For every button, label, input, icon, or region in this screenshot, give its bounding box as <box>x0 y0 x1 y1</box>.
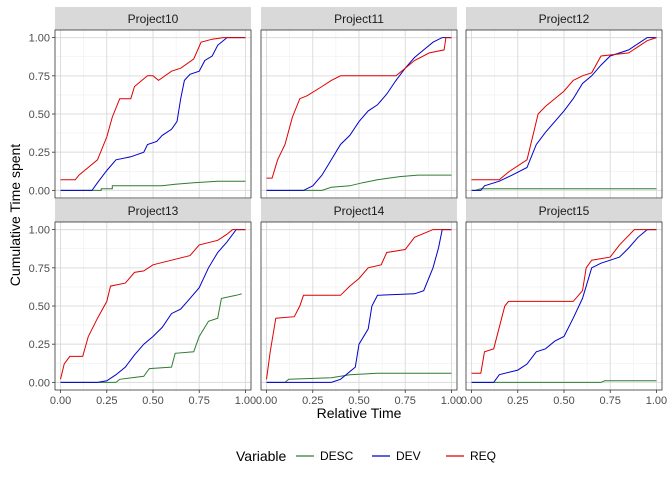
y-tick-label: 0.50 <box>29 301 50 313</box>
legend-label-dev: DEV <box>396 449 421 463</box>
x-tick-label: 0.25 <box>507 395 528 407</box>
panel-border <box>465 29 663 199</box>
series-line-desc <box>266 174 452 191</box>
facet-panel-project14: Project14 0.00 0.25 0.50 0.75 1.00 <box>256 199 462 407</box>
x-tick-label: 0.50 <box>553 395 574 407</box>
y-tick-label: 1.00 <box>29 33 50 45</box>
x-tick-label: 0.50 <box>348 395 369 407</box>
facet-panel-project15: Project15 0.00 0.25 0.50 0.75 1.00 <box>461 199 667 407</box>
series-line-req <box>471 229 657 374</box>
facet-panel-project11: Project11 <box>260 7 458 199</box>
y-tick-label: 0.25 <box>29 147 50 159</box>
series-line-dev <box>60 37 246 191</box>
series-line-dev <box>471 37 657 191</box>
panel-border <box>260 29 458 199</box>
x-tick-label: 0.25 <box>96 395 117 407</box>
x-tick-label: 0.75 <box>395 395 416 407</box>
y-tick-label: 0.75 <box>29 71 50 83</box>
x-tick-label: 0.25 <box>302 395 323 407</box>
facet-panel-project12: Project12 <box>465 7 663 199</box>
y-tick-label: 0.00 <box>29 185 50 197</box>
x-tick-label: 0.50 <box>142 395 163 407</box>
panels-layer: Project10 0.00 0.25 0.50 0.75 1.00 Project11 Pr… <box>29 7 667 407</box>
facet-strip <box>261 199 457 222</box>
x-tick-label: 0.75 <box>600 395 621 407</box>
y-tick-label: 1.00 <box>29 225 50 237</box>
y-tick-label: 0.50 <box>29 109 50 121</box>
series-line-desc <box>471 380 657 383</box>
facet-strip-label: Project15 <box>539 204 590 218</box>
legend: Variable DESC DEV REQ <box>236 448 496 464</box>
series-line-dev <box>60 229 246 383</box>
facet-strip-label: Project11 <box>334 12 384 26</box>
x-tick-label: 0.00 <box>256 395 277 407</box>
x-axis-title: Relative Time <box>317 405 402 421</box>
facet-strip <box>55 7 251 30</box>
facet-strip <box>466 7 662 30</box>
series-line-dev <box>471 229 657 383</box>
facet-strip-label: Project14 <box>334 204 385 218</box>
series-line-req <box>471 37 657 181</box>
x-tick-label: 1.00 <box>235 395 256 407</box>
x-tick-label: 1.00 <box>441 395 462 407</box>
series-line-req <box>266 37 452 179</box>
facet-panel-project10: Project10 0.00 0.25 0.50 0.75 1.00 <box>29 7 252 199</box>
y-tick-label: 0.25 <box>29 339 50 351</box>
facet-strip-label: Project10 <box>128 12 179 26</box>
y-tick-label: 0.00 <box>29 377 50 389</box>
series-line-dev <box>266 229 452 383</box>
series-line-req <box>60 229 246 380</box>
series-line-req <box>266 229 452 380</box>
x-tick-label: 0.00 <box>461 395 482 407</box>
x-tick-label: 1.00 <box>646 395 667 407</box>
facet-strip-label: Project12 <box>539 12 590 26</box>
series-line-req <box>60 37 246 181</box>
series-line-dev <box>266 37 452 191</box>
facet-strip-label: Project13 <box>128 204 179 218</box>
facet-panel-project13: Project13 0.00 0.25 0.50 0.75 1.00 0.00 0.25 0.5… <box>29 199 256 407</box>
series-line-desc <box>60 293 242 383</box>
y-axis-title: Cumulative Time spent <box>7 144 23 287</box>
facet-strip <box>55 199 251 222</box>
x-tick-label: 0.75 <box>189 395 210 407</box>
facet-strip <box>261 7 457 30</box>
legend-label-desc: DESC <box>320 449 354 463</box>
x-tick-label: 0.00 <box>50 395 71 407</box>
legend-label-req: REQ <box>470 449 496 463</box>
series-line-desc <box>60 180 246 191</box>
facet-strip <box>466 199 662 222</box>
legend-title: Variable <box>236 448 287 464</box>
y-tick-label: 0.75 <box>29 263 50 275</box>
